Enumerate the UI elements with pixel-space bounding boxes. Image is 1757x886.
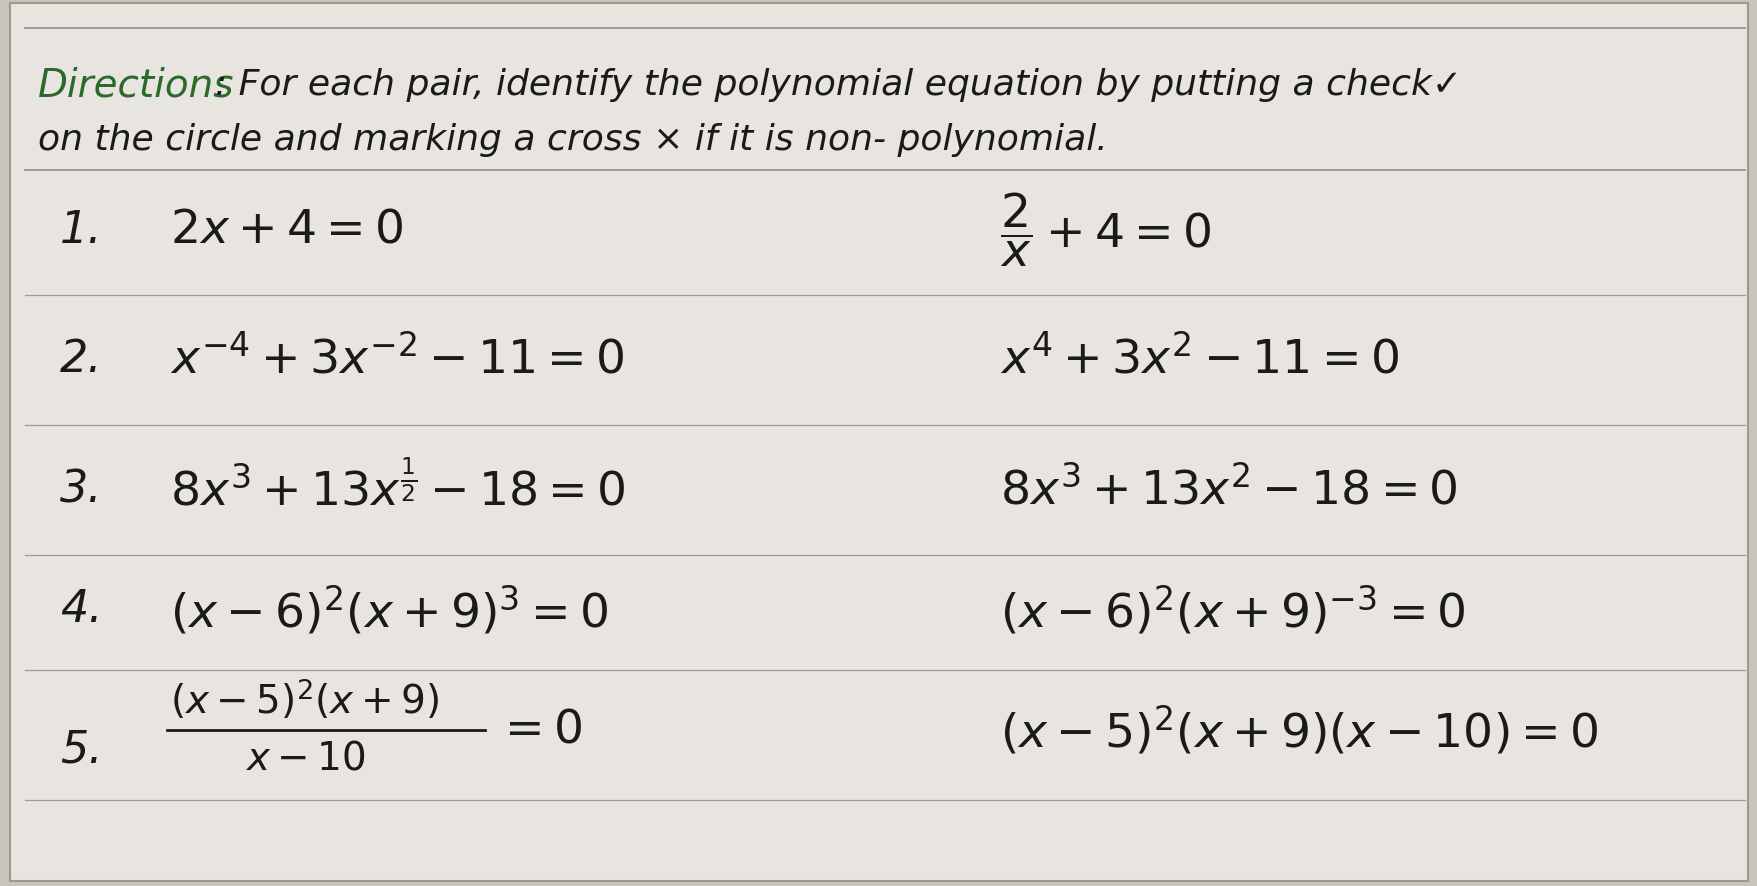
Text: $8x^{3}+13x^{2}-18=0$: $8x^{3}+13x^{2}-18=0$ <box>1000 467 1457 514</box>
Text: $\dfrac{2}{x}+4=0$: $\dfrac{2}{x}+4=0$ <box>1000 190 1211 269</box>
Text: $=0$: $=0$ <box>495 708 582 752</box>
Text: : For each pair, identify the polynomial equation by putting a check✓: : For each pair, identify the polynomial… <box>214 68 1462 102</box>
Text: 1.: 1. <box>60 208 102 252</box>
Text: Directions: Directions <box>39 66 234 104</box>
Text: $(x-6)^{2}(x+9)^{-3}=0$: $(x-6)^{2}(x+9)^{-3}=0$ <box>1000 584 1465 636</box>
Text: 2.: 2. <box>60 338 102 382</box>
Text: $x-10$: $x-10$ <box>244 739 365 777</box>
Text: $x^{4}+3x^{2}-11=0$: $x^{4}+3x^{2}-11=0$ <box>1000 337 1399 384</box>
Text: on the circle and marking a cross × if it is non- polynomial.: on the circle and marking a cross × if i… <box>39 123 1107 157</box>
Text: $x^{-4}+3x^{-2}-11=0$: $x^{-4}+3x^{-2}-11=0$ <box>170 337 624 384</box>
Text: 5.: 5. <box>60 728 102 772</box>
Text: $(x-5)^{2}(x+9)$: $(x-5)^{2}(x+9)$ <box>170 678 439 722</box>
Text: 3.: 3. <box>60 469 102 511</box>
Text: $(x-5)^{2}(x+9)(x-10)=0$: $(x-5)^{2}(x+9)(x-10)=0$ <box>1000 703 1597 757</box>
Text: 4.: 4. <box>60 588 102 632</box>
Text: $(x-6)^{2}(x+9)^{3}=0$: $(x-6)^{2}(x+9)^{3}=0$ <box>170 584 608 636</box>
FancyBboxPatch shape <box>11 3 1746 881</box>
Text: $8x^{3}+13x^{\frac{1}{2}}-18=0$: $8x^{3}+13x^{\frac{1}{2}}-18=0$ <box>170 463 625 517</box>
Text: $2x+4=0$: $2x+4=0$ <box>170 207 402 253</box>
